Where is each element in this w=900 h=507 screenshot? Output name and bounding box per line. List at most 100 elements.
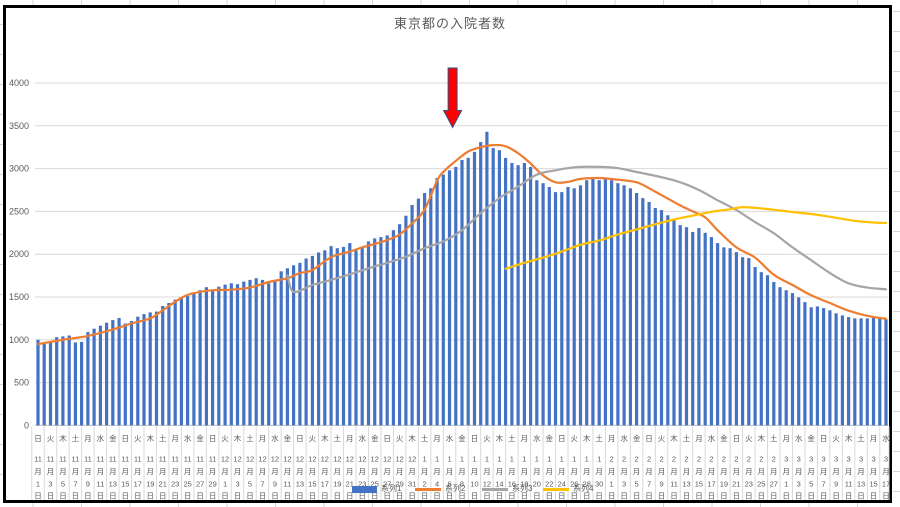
svg-text:日: 日 xyxy=(645,434,653,443)
svg-text:日: 日 xyxy=(496,492,504,501)
line-series-4[interactable] xyxy=(504,205,888,270)
svg-text:12: 12 xyxy=(408,455,416,464)
svg-text:木: 木 xyxy=(234,433,242,443)
chart-title[interactable]: 東京都の入院者数 xyxy=(393,16,506,31)
svg-text:日: 日 xyxy=(259,492,267,501)
svg-text:月: 月 xyxy=(321,467,329,476)
svg-text:月: 月 xyxy=(396,467,404,476)
svg-text:日: 日 xyxy=(695,492,703,501)
svg-text:水: 水 xyxy=(795,433,803,443)
svg-text:12: 12 xyxy=(346,455,354,464)
svg-text:日: 日 xyxy=(221,492,229,501)
svg-text:月: 月 xyxy=(346,434,354,443)
svg-text:金: 金 xyxy=(633,433,641,443)
svg-text:7: 7 xyxy=(822,480,826,489)
svg-text:6: 6 xyxy=(447,480,451,489)
svg-text:月: 月 xyxy=(708,467,716,476)
svg-text:日: 日 xyxy=(483,492,491,501)
legend-swatch-bar-icon xyxy=(352,485,377,493)
svg-text:日: 日 xyxy=(408,492,416,501)
svg-text:12: 12 xyxy=(233,455,241,464)
svg-text:12: 12 xyxy=(383,455,391,464)
svg-text:月: 月 xyxy=(408,467,416,476)
svg-text:0: 0 xyxy=(24,420,29,430)
svg-text:12: 12 xyxy=(296,455,304,464)
svg-text:1: 1 xyxy=(36,480,40,489)
svg-text:11: 11 xyxy=(134,455,142,464)
line-series-3[interactable] xyxy=(286,165,888,294)
svg-text:月: 月 xyxy=(146,467,154,476)
svg-text:日: 日 xyxy=(84,492,92,501)
svg-text:日: 日 xyxy=(633,492,641,501)
svg-text:火: 火 xyxy=(745,434,753,443)
svg-text:日: 日 xyxy=(807,492,815,501)
svg-text:3: 3 xyxy=(797,455,801,464)
svg-text:土: 土 xyxy=(508,433,516,443)
svg-text:火: 火 xyxy=(134,434,142,443)
svg-text:17: 17 xyxy=(707,480,715,489)
svg-text:日: 日 xyxy=(171,492,179,501)
svg-text:水: 水 xyxy=(358,433,366,443)
svg-text:土: 土 xyxy=(334,433,342,443)
svg-text:月: 月 xyxy=(496,467,504,476)
svg-text:29: 29 xyxy=(208,480,216,489)
svg-text:日: 日 xyxy=(845,492,853,501)
svg-text:火: 火 xyxy=(309,434,317,443)
svg-text:月: 月 xyxy=(508,467,516,476)
legend-swatch-line-icon xyxy=(543,487,569,491)
svg-text:2500: 2500 xyxy=(9,206,29,216)
svg-text:日: 日 xyxy=(546,492,554,501)
svg-text:12: 12 xyxy=(308,455,316,464)
svg-text:1: 1 xyxy=(522,455,526,464)
svg-text:1: 1 xyxy=(585,455,589,464)
svg-text:日: 日 xyxy=(558,434,566,443)
svg-text:金: 金 xyxy=(720,433,728,443)
svg-text:月: 月 xyxy=(84,434,92,443)
svg-text:月: 月 xyxy=(221,467,229,476)
svg-text:1: 1 xyxy=(435,455,439,464)
svg-text:日: 日 xyxy=(234,492,242,501)
svg-text:日: 日 xyxy=(196,492,204,501)
svg-text:11: 11 xyxy=(72,455,80,464)
svg-text:11: 11 xyxy=(96,455,104,464)
svg-text:11: 11 xyxy=(196,455,204,464)
svg-text:水: 水 xyxy=(533,433,541,443)
svg-text:2: 2 xyxy=(772,455,776,464)
svg-text:水: 水 xyxy=(882,433,890,443)
category-separators xyxy=(31,426,890,500)
legend-item-series3[interactable]: 系列3 xyxy=(482,484,532,494)
legend-item-series2[interactable]: 系列2 xyxy=(415,484,465,494)
x-axis-labels[interactable]: 日11月1日火11月3日木11月5日土11月7日月11月9日水11月11日金11… xyxy=(34,433,890,501)
svg-text:月: 月 xyxy=(521,467,529,476)
svg-text:月: 月 xyxy=(770,467,778,476)
svg-text:月: 月 xyxy=(296,467,304,476)
svg-text:日: 日 xyxy=(184,492,192,501)
svg-text:火: 火 xyxy=(483,434,491,443)
svg-text:月: 月 xyxy=(334,467,342,476)
svg-text:19: 19 xyxy=(720,480,728,489)
svg-text:月: 月 xyxy=(159,467,167,476)
svg-text:月: 月 xyxy=(857,467,865,476)
legend-item-series1[interactable]: 系列1 xyxy=(352,484,401,494)
bar-series[interactable] xyxy=(36,131,888,426)
svg-text:7: 7 xyxy=(73,480,77,489)
svg-text:13: 13 xyxy=(857,480,865,489)
svg-text:木: 木 xyxy=(408,433,416,443)
legend-item-series4[interactable]: 系列4 xyxy=(543,484,593,494)
y-axis-labels[interactable]: 0 500 1000 1500 2000 2500 3000 3500 4000 xyxy=(9,78,29,430)
svg-text:3: 3 xyxy=(871,455,875,464)
svg-text:土: 土 xyxy=(770,433,778,443)
svg-text:日: 日 xyxy=(458,492,466,501)
svg-text:14: 14 xyxy=(495,480,503,489)
svg-text:27: 27 xyxy=(196,480,204,489)
svg-text:日: 日 xyxy=(271,492,279,501)
svg-text:3: 3 xyxy=(784,455,788,464)
line-series-2[interactable] xyxy=(36,143,888,346)
svg-text:日: 日 xyxy=(795,492,803,501)
svg-text:月: 月 xyxy=(832,467,840,476)
svg-text:日: 日 xyxy=(820,492,828,501)
red-down-arrow[interactable] xyxy=(442,67,463,129)
svg-text:月: 月 xyxy=(84,467,92,476)
svg-text:月: 月 xyxy=(109,467,117,476)
svg-text:23: 23 xyxy=(358,480,366,489)
